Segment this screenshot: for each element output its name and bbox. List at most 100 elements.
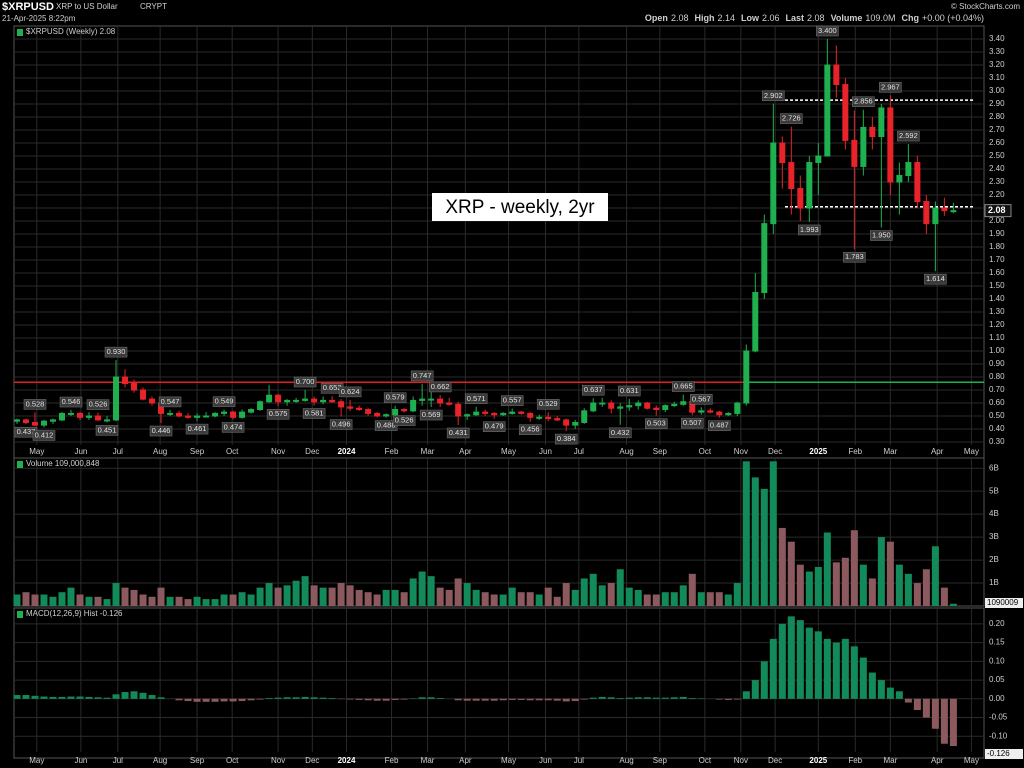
- x-tick-label: Jun: [539, 756, 552, 765]
- y-tick-label: 0.10: [989, 656, 1005, 665]
- bar: [517, 592, 525, 606]
- bar: [346, 585, 354, 606]
- candle-body: [815, 155, 822, 164]
- candle-body: [176, 412, 183, 417]
- candle-body: [851, 139, 858, 167]
- candle-body: [617, 406, 624, 409]
- bar: [679, 585, 687, 606]
- x-tick-label: Dec: [305, 756, 319, 765]
- quote-value: 2.08: [807, 13, 825, 23]
- candle-body: [473, 411, 480, 416]
- bar: [373, 594, 381, 606]
- bar: [364, 592, 372, 606]
- x-tick-label: Nov: [271, 447, 285, 456]
- bar: [562, 698, 570, 702]
- bar: [508, 698, 516, 700]
- y-tick-label: 2.50: [989, 151, 1005, 160]
- bar: [877, 680, 885, 699]
- bar: [94, 697, 102, 699]
- bar: [103, 599, 111, 606]
- bar: [571, 589, 579, 606]
- value-label-box: [798, 224, 821, 236]
- candle-body: [167, 412, 174, 415]
- value-label: 0.631: [620, 386, 639, 395]
- bar: [184, 698, 192, 702]
- value-label: 1.783: [845, 252, 864, 261]
- y-tick-label: 1.20: [989, 320, 1005, 329]
- bar: [796, 564, 804, 606]
- value-label-box: [645, 418, 668, 429]
- value-label-box: [419, 409, 443, 421]
- bar: [139, 594, 147, 606]
- bar: [769, 461, 777, 606]
- candle-body: [608, 402, 615, 409]
- candle-body: [752, 292, 759, 352]
- value-label-box: [86, 399, 110, 410]
- value-label-box: [59, 396, 83, 408]
- bar: [157, 587, 165, 606]
- candle-body: [518, 411, 525, 414]
- quote: Open 2.08 High 2.14 Low 2.06 Last 2.08 Volume 109…: [645, 13, 984, 23]
- x-tick-label: Aug: [153, 756, 167, 765]
- y-tick-label: 1.70: [989, 255, 1005, 264]
- bar: [913, 583, 921, 606]
- candle-body: [149, 398, 156, 404]
- bar: [796, 620, 804, 699]
- x-tick-label: 2025: [809, 756, 827, 765]
- bar: [769, 638, 777, 699]
- bar: [481, 698, 489, 701]
- candle-body: [707, 410, 714, 413]
- value-label: 0.437: [17, 427, 36, 436]
- value-label-box: [95, 425, 119, 436]
- y-tick-label: 1.90: [989, 229, 1005, 238]
- bar: [823, 638, 831, 699]
- value-label-box: [23, 399, 47, 410]
- y-tick-label: -0.10: [989, 731, 1008, 740]
- x-tick-label: Jul: [113, 756, 123, 765]
- bar: [931, 546, 939, 606]
- bar: [112, 694, 120, 699]
- x-tick-label: May: [29, 447, 44, 456]
- candle-body: [878, 107, 885, 138]
- bar: [166, 596, 174, 606]
- bar: [175, 698, 183, 701]
- bar: [283, 697, 291, 699]
- candle-body: [572, 422, 579, 426]
- y-tick-label: 2.60: [989, 138, 1005, 147]
- bar: [202, 698, 210, 702]
- y-tick-label: 3.40: [989, 34, 1005, 43]
- candle-body: [644, 402, 651, 409]
- bar: [418, 571, 426, 606]
- candle-body: [788, 162, 795, 190]
- bar: [787, 616, 795, 699]
- bar: [328, 587, 336, 606]
- bar: [625, 587, 633, 606]
- bar: [733, 583, 741, 606]
- candle-body: [554, 418, 561, 421]
- candle-body: [31, 422, 38, 426]
- last-value-box: [985, 598, 1023, 608]
- value-label-box: [681, 417, 704, 429]
- symbol: $XRPUSD: [2, 1, 54, 13]
- value-label: 0.700: [296, 377, 315, 386]
- x-tick-label: Apr: [931, 756, 944, 765]
- bar: [229, 698, 237, 702]
- value-label-box: [897, 130, 920, 142]
- value-label-box: [816, 25, 839, 37]
- y-tick-label: 1B: [989, 578, 999, 587]
- candle-body: [365, 409, 372, 414]
- bar: [436, 587, 444, 606]
- value-label: 0.451: [98, 425, 117, 434]
- bar: [193, 596, 201, 606]
- x-tick-label: Oct: [699, 756, 712, 765]
- value-label: 0.529: [539, 399, 558, 408]
- bar: [841, 638, 849, 699]
- value-label: 0.579: [386, 393, 405, 402]
- candle-body: [743, 350, 750, 404]
- value-label: 2.726: [782, 114, 801, 123]
- candle-body: [527, 412, 534, 418]
- bar: [922, 569, 930, 606]
- candle-body: [194, 415, 201, 418]
- candle-body: [248, 409, 255, 413]
- bar: [760, 488, 768, 606]
